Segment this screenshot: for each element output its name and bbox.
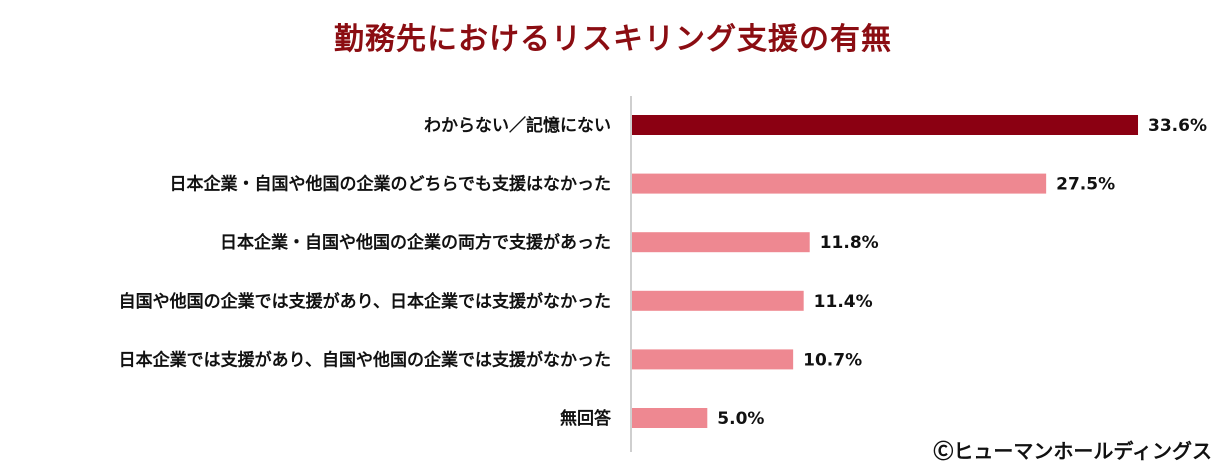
value-label: 33.6% [1148,116,1207,136]
value-label: 11.4% [814,292,873,312]
category-label: 日本企業・自国や他国の企業の両方で支援があった [220,232,611,253]
value-label: 11.8% [820,233,879,253]
chart-title: 勤務先におけるリスキリング支援の有無 [334,22,892,57]
value-label: 27.5% [1056,175,1115,195]
category-label: 無回答 [560,408,612,429]
bar [632,232,810,253]
bar [632,349,794,370]
bar [632,290,804,311]
copyright-credit: Ⓒヒューマンホールディングス [933,439,1212,463]
bars-group: わからない／記憶にない 33.6% 日本企業・自国や他国の企業のどちらでも支援はなか… [119,115,1207,429]
category-label: わからない／記憶にない [424,115,611,136]
category-label: 自国や他国の企業では支援があり、日本企業では支援がなかった [119,291,611,312]
category-label: 日本企業では支援があり、自国や他国の企業では支援がなかった [119,349,611,370]
bar [632,408,708,428]
bar [632,173,1047,194]
category-label: 日本企業・自国や他国の企業のどちらでも支援はなかった [170,174,612,195]
value-label: 10.7% [803,350,862,370]
bar [632,115,1139,135]
value-label: 5.0% [717,409,764,429]
